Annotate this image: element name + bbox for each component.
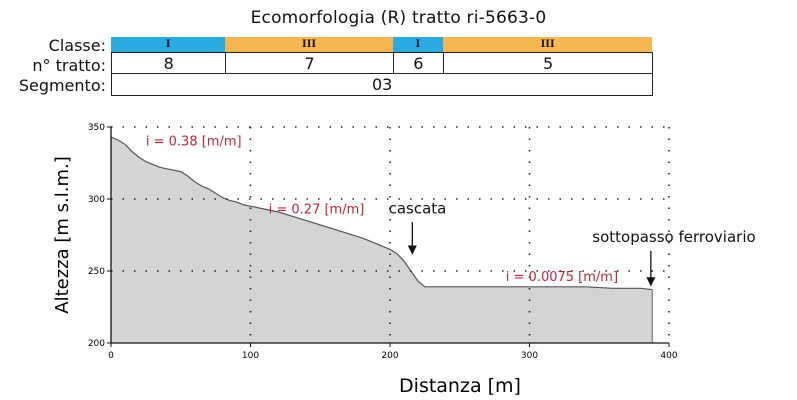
terrain-line xyxy=(110,136,653,291)
y-tick-label: 200 xyxy=(88,339,105,349)
classe-band: I xyxy=(111,37,226,52)
classe-label: Classe: xyxy=(48,36,106,55)
x-axis-label: Distanza [m] xyxy=(399,375,521,397)
y-tick-label: 350 xyxy=(88,123,105,133)
classe-band: III xyxy=(443,37,653,52)
chart-title: Ecomorfologia (R) tratto ri-5663-0 xyxy=(250,8,547,28)
classe-band: I xyxy=(392,37,443,52)
x-tick-label: 100 xyxy=(242,351,259,361)
x-tick-label: 0 xyxy=(108,351,114,361)
x-tick-label: 400 xyxy=(660,351,677,361)
y-tick-label: 250 xyxy=(88,267,105,277)
classe-band: III xyxy=(225,37,393,52)
slope-annotation: i = 0.0075 [m/m] xyxy=(506,270,618,285)
y-axis-label: Altezza [m s.l.m.] xyxy=(52,156,73,313)
tratto-label: n° tratto: xyxy=(32,56,106,75)
x-tick-label: 200 xyxy=(381,351,398,361)
feature-annotation: sottopasso ferroviario xyxy=(592,228,755,246)
terrain-area xyxy=(111,137,653,343)
slope-annotation: i = 0.27 [m/m] xyxy=(269,202,365,217)
x-tick-label: 300 xyxy=(521,351,538,361)
segmento-cell: 03 xyxy=(111,73,654,96)
y-tick-label: 300 xyxy=(88,195,105,205)
segmento-label: Segmento: xyxy=(18,76,106,95)
slope-annotation: i = 0.38 [m/m] xyxy=(146,135,242,150)
feature-annotation: cascata xyxy=(389,199,447,217)
